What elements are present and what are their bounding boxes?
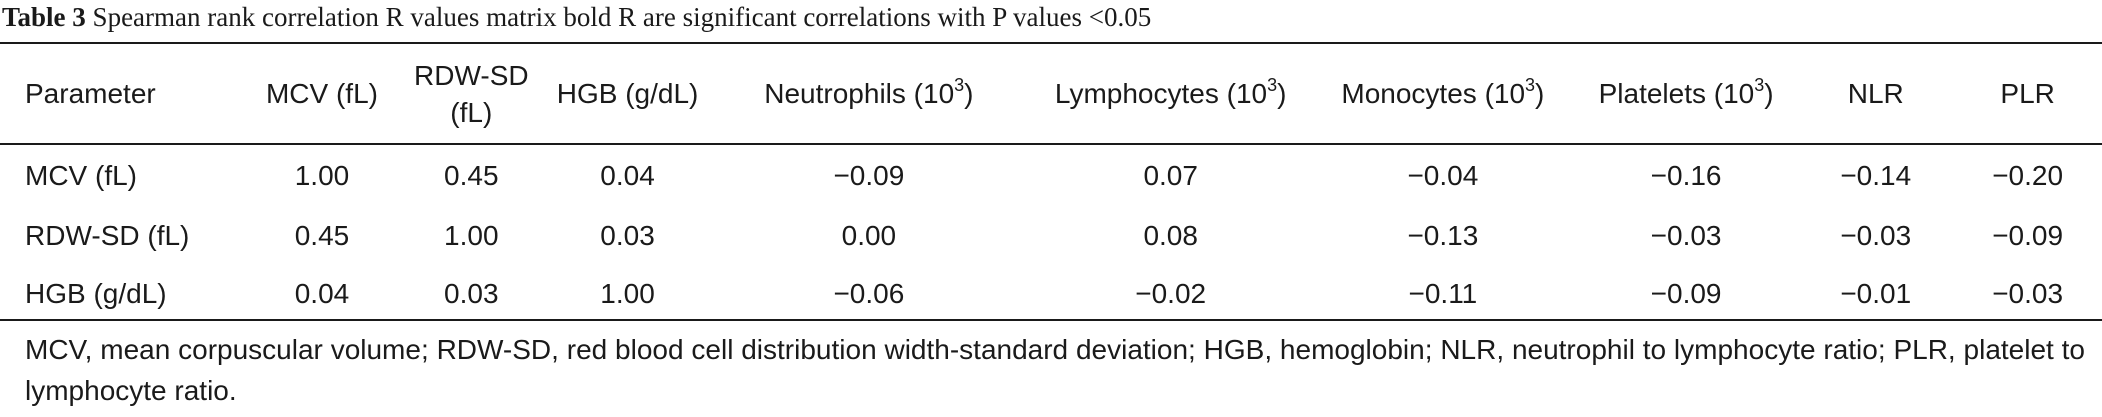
table-cell: 0.04 (294, 278, 350, 309)
table-cell: −0.16 (1650, 160, 1722, 191)
table-cell: −0.01 (1840, 278, 1912, 309)
table-caption-text: Spearman rank correlation R values matri… (92, 2, 1152, 32)
table-cell: 0.03 (600, 220, 655, 251)
table-cell: 1.00 (294, 160, 350, 191)
table-cell: −0.11 (1408, 278, 1478, 309)
column-header: MCV (fL) (265, 78, 378, 109)
row-label: MCV (fL) (25, 160, 137, 191)
table-cell: 0.00 (841, 220, 897, 251)
table-cell: −0.03 (1992, 278, 2064, 309)
table-cell: 0.07 (1143, 160, 1198, 191)
table-cell: 0.08 (1143, 220, 1198, 251)
table-row: HGB (g/dL) 0.04 0.03 1.00 −0.06 −0.02 −0… (0, 265, 2102, 323)
table-cell: −0.13 (1407, 220, 1479, 251)
table-cell: 1.00 (600, 278, 655, 309)
table-cell: −0.14 (1840, 160, 1912, 191)
table-number: Table 3 (2, 2, 86, 32)
table-cell: −0.04 (1407, 160, 1479, 191)
column-header: RDW-SD (fL) (414, 59, 529, 128)
table-cell: −0.06 (833, 278, 905, 309)
column-header: PLR (2000, 78, 2055, 109)
table-row: MCV (fL) 1.00 0.45 0.04 −0.09 0.07 −0.04… (0, 143, 2102, 207)
table-cell: 0.03 (444, 278, 499, 309)
top-rule (0, 42, 2102, 44)
table-cell: −0.09 (1992, 220, 2064, 251)
table-row: RDW-SD (fL) 0.45 1.00 0.03 0.00 0.08 −0.… (0, 207, 2102, 265)
table-cell: −0.09 (833, 160, 905, 191)
row-label: HGB (g/dL) (25, 278, 167, 309)
header-row: Parameter MCV (fL) RDW-SD (fL) HGB (g/dL… (0, 44, 2102, 143)
column-header: Lymphocytes (103) (1054, 75, 1287, 109)
table-cell: 1.00 (444, 220, 499, 251)
bottom-rule (0, 319, 2102, 321)
table-footnote: MCV, mean corpuscular volume; RDW-SD, re… (25, 334, 2085, 406)
table-cell: 0.45 (444, 160, 499, 191)
column-header: Parameter (25, 78, 156, 109)
column-header: Monocytes (103) (1341, 75, 1545, 109)
table-caption: Table 3 Spearman rank correlation R valu… (2, 0, 1151, 34)
table-cell: −0.03 (1650, 220, 1722, 251)
column-header: Platelets (103) (1598, 75, 1774, 109)
table-cell: −0.20 (1992, 160, 2064, 191)
table-cell: 0.45 (294, 220, 350, 251)
column-header: NLR (1847, 78, 1904, 109)
header-rule (0, 143, 2102, 145)
table-cell: 0.04 (600, 160, 655, 191)
table-cell: −0.02 (1135, 278, 1207, 309)
row-label: RDW-SD (fL) (25, 220, 190, 251)
column-header: HGB (g/dL) (556, 78, 699, 109)
correlation-table: Parameter MCV (fL) RDW-SD (fL) HGB (g/dL… (0, 44, 2102, 323)
table-cell: −0.09 (1650, 278, 1722, 309)
table-cell: −0.03 (1840, 220, 1912, 251)
column-header: Neutrophils (103) (764, 75, 974, 109)
